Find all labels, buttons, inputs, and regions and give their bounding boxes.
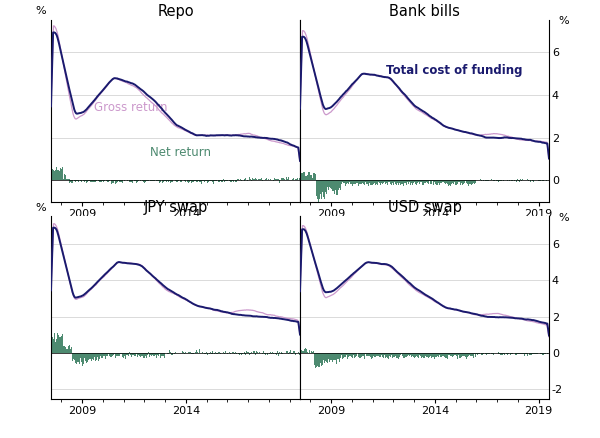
- Y-axis label: %: %: [559, 16, 569, 26]
- Y-axis label: %: %: [36, 203, 46, 213]
- Y-axis label: %: %: [36, 6, 46, 16]
- Title: USD swap: USD swap: [388, 200, 461, 215]
- Title: Bank bills: Bank bills: [389, 4, 460, 18]
- Text: Total cost of funding: Total cost of funding: [386, 64, 523, 77]
- Title: Repo: Repo: [157, 4, 194, 18]
- Text: Net return: Net return: [150, 146, 211, 159]
- Y-axis label: %: %: [559, 213, 569, 223]
- Text: Gross return: Gross return: [94, 101, 167, 113]
- Title: JPY swap: JPY swap: [143, 200, 208, 215]
